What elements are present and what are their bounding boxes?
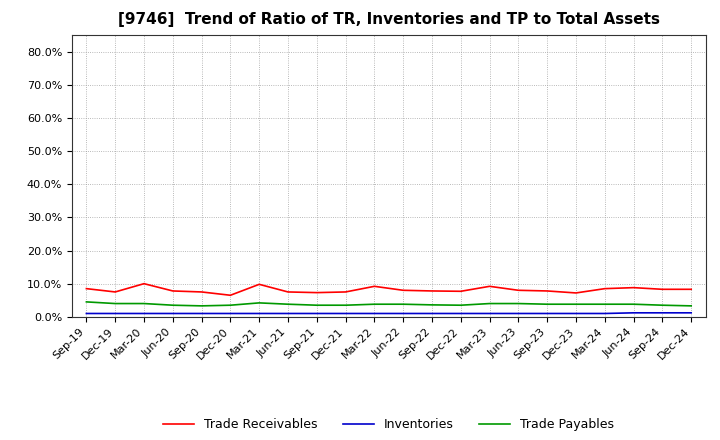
Trade Receivables: [687, 287, 696, 292]
Line: Trade Payables: Trade Payables: [86, 302, 691, 306]
Trade Receivables: [140, 281, 148, 286]
Inventories: [255, 311, 264, 316]
Inventories: [543, 311, 552, 316]
Trade Payables: [514, 301, 523, 306]
Inventories: [140, 311, 148, 316]
Inventories: [456, 311, 465, 316]
Trade Receivables: [284, 290, 292, 295]
Trade Payables: [600, 301, 609, 307]
Trade Receivables: [312, 290, 321, 295]
Trade Payables: [543, 301, 552, 307]
Inventories: [370, 311, 379, 316]
Trade Receivables: [572, 290, 580, 296]
Inventories: [658, 310, 667, 315]
Inventories: [514, 311, 523, 316]
Inventories: [82, 311, 91, 316]
Trade Payables: [255, 300, 264, 305]
Trade Receivables: [456, 289, 465, 294]
Trade Payables: [485, 301, 494, 306]
Trade Receivables: [226, 293, 235, 298]
Trade Payables: [226, 303, 235, 308]
Trade Receivables: [111, 290, 120, 295]
Trade Payables: [82, 299, 91, 304]
Inventories: [111, 311, 120, 316]
Trade Payables: [341, 303, 350, 308]
Trade Payables: [658, 303, 667, 308]
Trade Payables: [312, 303, 321, 308]
Trade Receivables: [82, 286, 91, 291]
Trade Payables: [284, 301, 292, 307]
Trade Payables: [399, 301, 408, 307]
Inventories: [485, 311, 494, 316]
Inventories: [226, 311, 235, 316]
Trade Receivables: [168, 288, 177, 293]
Trade Receivables: [428, 288, 436, 293]
Inventories: [284, 311, 292, 316]
Trade Payables: [629, 301, 638, 307]
Inventories: [428, 311, 436, 316]
Line: Trade Receivables: Trade Receivables: [86, 284, 691, 295]
Trade Receivables: [399, 288, 408, 293]
Title: [9746]  Trend of Ratio of TR, Inventories and TP to Total Assets: [9746] Trend of Ratio of TR, Inventories…: [118, 12, 660, 27]
Trade Receivables: [658, 287, 667, 292]
Trade Payables: [370, 301, 379, 307]
Inventories: [399, 311, 408, 316]
Inventories: [687, 310, 696, 315]
Trade Payables: [456, 303, 465, 308]
Trade Receivables: [255, 282, 264, 287]
Trade Payables: [168, 303, 177, 308]
Trade Receivables: [543, 288, 552, 293]
Trade Receivables: [629, 285, 638, 290]
Inventories: [600, 311, 609, 316]
Trade Payables: [687, 303, 696, 308]
Trade Payables: [111, 301, 120, 306]
Trade Receivables: [600, 286, 609, 291]
Legend: Trade Receivables, Inventories, Trade Payables: Trade Receivables, Inventories, Trade Pa…: [158, 413, 619, 436]
Trade Payables: [197, 303, 206, 308]
Trade Payables: [140, 301, 148, 306]
Trade Receivables: [197, 290, 206, 295]
Inventories: [341, 311, 350, 316]
Inventories: [168, 311, 177, 316]
Trade Receivables: [341, 290, 350, 295]
Trade Payables: [428, 302, 436, 308]
Trade Receivables: [514, 288, 523, 293]
Inventories: [197, 311, 206, 316]
Inventories: [629, 310, 638, 315]
Trade Receivables: [485, 284, 494, 289]
Inventories: [572, 311, 580, 316]
Inventories: [312, 311, 321, 316]
Trade Payables: [572, 301, 580, 307]
Trade Receivables: [370, 284, 379, 289]
